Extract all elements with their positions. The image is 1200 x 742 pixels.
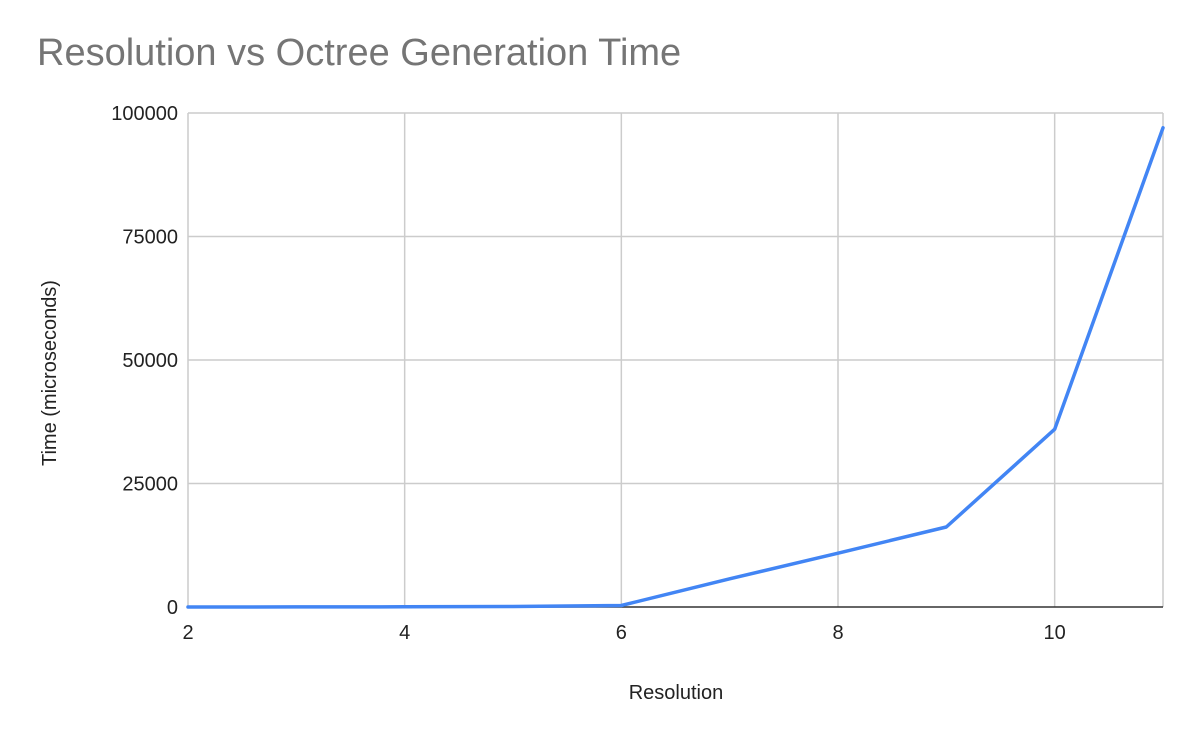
y-tick-label: 100000 <box>111 103 178 125</box>
series-line <box>186 126 1165 609</box>
x-tick-label: 4 <box>399 622 410 644</box>
data-point <box>621 605 622 606</box>
data-point <box>838 553 839 554</box>
y-tick-label: 75000 <box>122 227 178 249</box>
y-axis-title: Time (microseconds) <box>39 280 61 466</box>
x-tick-label: 2 <box>182 622 193 644</box>
x-tick-label: 8 <box>832 622 843 644</box>
data-point <box>946 526 947 527</box>
data-point <box>729 578 730 579</box>
series-layer <box>186 126 1165 609</box>
data-point <box>1054 429 1055 430</box>
y-tick-label: 25000 <box>122 474 178 496</box>
y-tick-label: 50000 <box>122 350 178 372</box>
data-point <box>296 606 297 607</box>
y-tick-label: 0 <box>167 597 178 619</box>
grid <box>187 112 1164 607</box>
data-point <box>404 606 405 607</box>
x-tick-label: 6 <box>616 622 627 644</box>
data-point <box>513 606 514 607</box>
x-axis-title: Resolution <box>629 682 724 704</box>
x-tick-label: 10 <box>1044 622 1066 644</box>
tick-labels: 0 25000 50000 75000 100000 2 4 6 8 10 <box>111 103 1066 644</box>
data-point <box>1163 127 1164 128</box>
data-point <box>188 606 189 607</box>
chart-title: Resolution vs Octree Generation Time <box>37 32 682 74</box>
